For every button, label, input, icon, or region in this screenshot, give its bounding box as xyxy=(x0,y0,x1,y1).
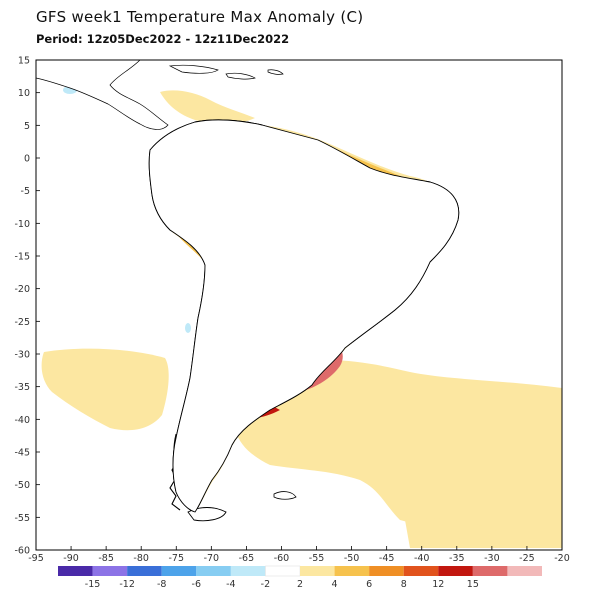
colorbar-swatch xyxy=(161,566,197,576)
lon-tick-label: -20 xyxy=(554,553,570,564)
caribbean-islands xyxy=(168,64,284,80)
colorbar-swatch xyxy=(334,566,370,576)
lon-tick-label: -65 xyxy=(239,553,255,564)
anomaly-small-patch-2 xyxy=(185,323,191,333)
lat-tick-label: -10 xyxy=(14,219,30,230)
anomaly-atlantic-patch xyxy=(235,360,562,548)
lon-tick-label: -30 xyxy=(484,553,500,564)
colorbar-swatch xyxy=(196,566,231,576)
lon-tick-label: -90 xyxy=(63,553,79,564)
colorbar-label: -12 xyxy=(119,579,135,590)
colorbar-label: -2 xyxy=(261,579,270,590)
lat-tick-label: -30 xyxy=(14,350,30,361)
lat-tick-label: -55 xyxy=(14,513,30,524)
lat-tick-label: -25 xyxy=(14,317,30,328)
colorbar-label: 4 xyxy=(332,579,338,590)
lon-tick-label: -70 xyxy=(204,553,220,564)
lat-tick-label: -20 xyxy=(14,284,30,295)
lat-tick-label: -50 xyxy=(14,480,30,491)
tierra-del-fuego xyxy=(187,507,227,522)
map-frame xyxy=(35,59,563,551)
lat-tick-label: 10 xyxy=(18,88,30,99)
colorbar-swatch xyxy=(230,566,266,576)
falkland-islands xyxy=(273,491,297,500)
colorbar-label: -4 xyxy=(226,579,235,590)
map-period: Period: 12z05Dec2022 - 12z11Dec2022 xyxy=(36,32,290,46)
colorbar-label: 15 xyxy=(467,579,479,590)
colorbar-swatch xyxy=(265,565,301,577)
colorbar-swatch xyxy=(127,566,162,576)
colorbar-swatch xyxy=(369,566,404,576)
lon-tick-label: -85 xyxy=(98,553,114,564)
colorbar-label: 2 xyxy=(297,579,303,590)
colorbar-swatch xyxy=(58,566,93,576)
colorbar-swatch xyxy=(300,566,335,576)
colorbar-swatch xyxy=(472,566,508,576)
map-body xyxy=(36,60,562,550)
lat-tick-label: 15 xyxy=(18,56,30,67)
lon-tick-label: -75 xyxy=(169,553,185,564)
map-title: GFS week1 Temperature Max Anomaly (C) xyxy=(36,8,364,26)
colorbar-label: -6 xyxy=(192,579,201,590)
lon-tick-label: -25 xyxy=(519,553,535,564)
lat-tick-label: 5 xyxy=(24,121,30,132)
colorbar: -15 -12 -8 -6 -4 -2 2 4 6 8 12 15 xyxy=(58,565,542,590)
lon-tick-label: -35 xyxy=(449,553,465,564)
lat-tick-label: -40 xyxy=(14,415,30,426)
lon-tick-label: -80 xyxy=(133,553,149,564)
colorbar-swatch xyxy=(92,566,128,576)
lat-axis: 15 10 5 0 -5 -10 -15 -20 -25 -30 -35 -40 -45 -50 -55 -6… xyxy=(14,56,40,557)
anomaly-pacific-patch xyxy=(41,348,169,431)
colorbar-swatch xyxy=(507,566,542,576)
anomaly-central-america xyxy=(160,90,255,124)
lon-tick-label: -60 xyxy=(274,553,290,564)
colorbar-label: 12 xyxy=(432,579,444,590)
lat-tick-label: -45 xyxy=(14,448,30,459)
lon-tick-label: -45 xyxy=(379,553,395,564)
lat-tick-label: -60 xyxy=(14,546,30,557)
colorbar-label: -8 xyxy=(157,579,166,590)
lat-tick-label: -5 xyxy=(21,186,30,197)
lon-axis: -95 -90 -85 -80 -75 -70 -65 -60 -55 -50 -45 -40 -35 -… xyxy=(28,546,570,564)
lat-tick-label: 0 xyxy=(24,154,30,165)
colorbar-swatch xyxy=(438,566,473,576)
lon-tick-label: -40 xyxy=(414,553,430,564)
colorbar-label: -15 xyxy=(85,579,101,590)
anomaly-atlantic-patch-2 xyxy=(405,518,500,548)
lon-tick-label: -95 xyxy=(28,553,44,564)
colorbar-label: 8 xyxy=(401,579,407,590)
colorbar-label: 6 xyxy=(366,579,372,590)
colorbar-swatch xyxy=(403,566,439,576)
central-america-land xyxy=(36,60,169,130)
lon-tick-label: -50 xyxy=(344,553,360,564)
lat-tick-label: -35 xyxy=(14,382,30,393)
lon-tick-label: -55 xyxy=(309,553,325,564)
lat-tick-label: -15 xyxy=(14,252,30,263)
